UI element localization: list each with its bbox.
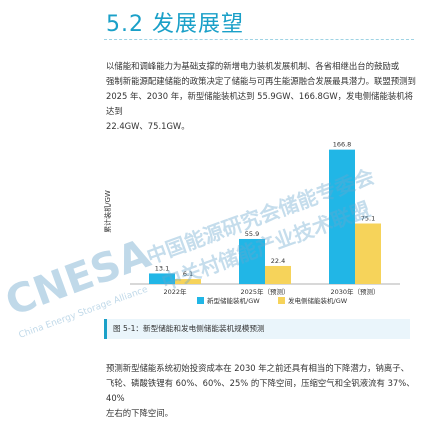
bar-new	[149, 273, 175, 284]
x-tick-label: 2030年（预测）	[330, 287, 379, 296]
intro-paragraph: 以储能和调峰能力为基础支撑的新增电力装机发展机制、各省相继出台的鼓励或 强制新能…	[106, 59, 416, 134]
intro-line: 以储能和调峰能力为基础支撑的新增电力装机发展机制、各省相继出台的鼓励或	[106, 61, 400, 71]
x-tick-label: 2022年	[163, 287, 187, 296]
bar-gen	[175, 279, 201, 284]
legend-item-new: 新型储能装机/GW	[197, 295, 260, 305]
x-tick-label: 2025年（预测）	[240, 287, 289, 296]
bar-gen	[355, 223, 381, 284]
bar-gen	[265, 265, 291, 284]
legend-swatch-new	[197, 297, 204, 304]
bar-new	[329, 149, 355, 284]
bar-value-label: 55.9	[245, 230, 259, 238]
intro-line: 强制新能源配建储能的政策决定了储能与可再生能源融合发展最具潜力。联盟预测到	[106, 76, 416, 86]
bar-value-label: 6.1	[183, 270, 193, 278]
legend-label-new: 新型储能装机/GW	[207, 297, 260, 305]
outro-line: 飞轮、磷酸铁锂有 60%、60%、25% 的下降空间，压缩空气和全钒液流有 37…	[106, 378, 415, 403]
intro-line: 22.4GW、75.1GW。	[106, 121, 190, 131]
title-divider	[104, 39, 414, 40]
outro-line: 预测新型储能系统初始投资成本在 2030 年之前还具有相当的下降潜力，钠离子、	[106, 363, 410, 373]
outro-paragraph: 预测新型储能系统初始投资成本在 2030 年之前还具有相当的下降潜力，钠离子、 …	[106, 361, 416, 421]
bar-new	[239, 238, 265, 284]
bar-value-label: 13.1	[155, 264, 169, 272]
figure-caption: 图 5-1：新型储能和发电侧储能装机规模预测	[104, 319, 410, 339]
legend-swatch-gen	[278, 297, 285, 304]
chart-svg: 累计装机/GW 13.1 6.1 2022年 55.9 22.4 2025年（预测） 166.…	[103, 141, 400, 296]
outro-line: 左右的下降空间。	[106, 408, 173, 418]
y-axis-label: 累计装机/GW	[103, 190, 112, 233]
section-title: 5.2 发展展望	[106, 12, 244, 37]
bar-value-label: 22.4	[271, 257, 285, 265]
bar-value-label: 166.8	[333, 141, 352, 149]
bar-value-label: 75.1	[361, 215, 375, 223]
legend-label-gen: 发电侧储能装机/GW	[288, 297, 348, 305]
legend-item-gen: 发电侧储能装机/GW	[278, 295, 347, 305]
intro-line: 2025 年、2030 年，新型储能装机达到 55.9GW、166.8GW，发电…	[106, 91, 414, 116]
capacity-forecast-chart: 累计装机/GW 13.1 6.1 2022年 55.9 22.4 2025年（预测） 166.…	[100, 124, 418, 314]
